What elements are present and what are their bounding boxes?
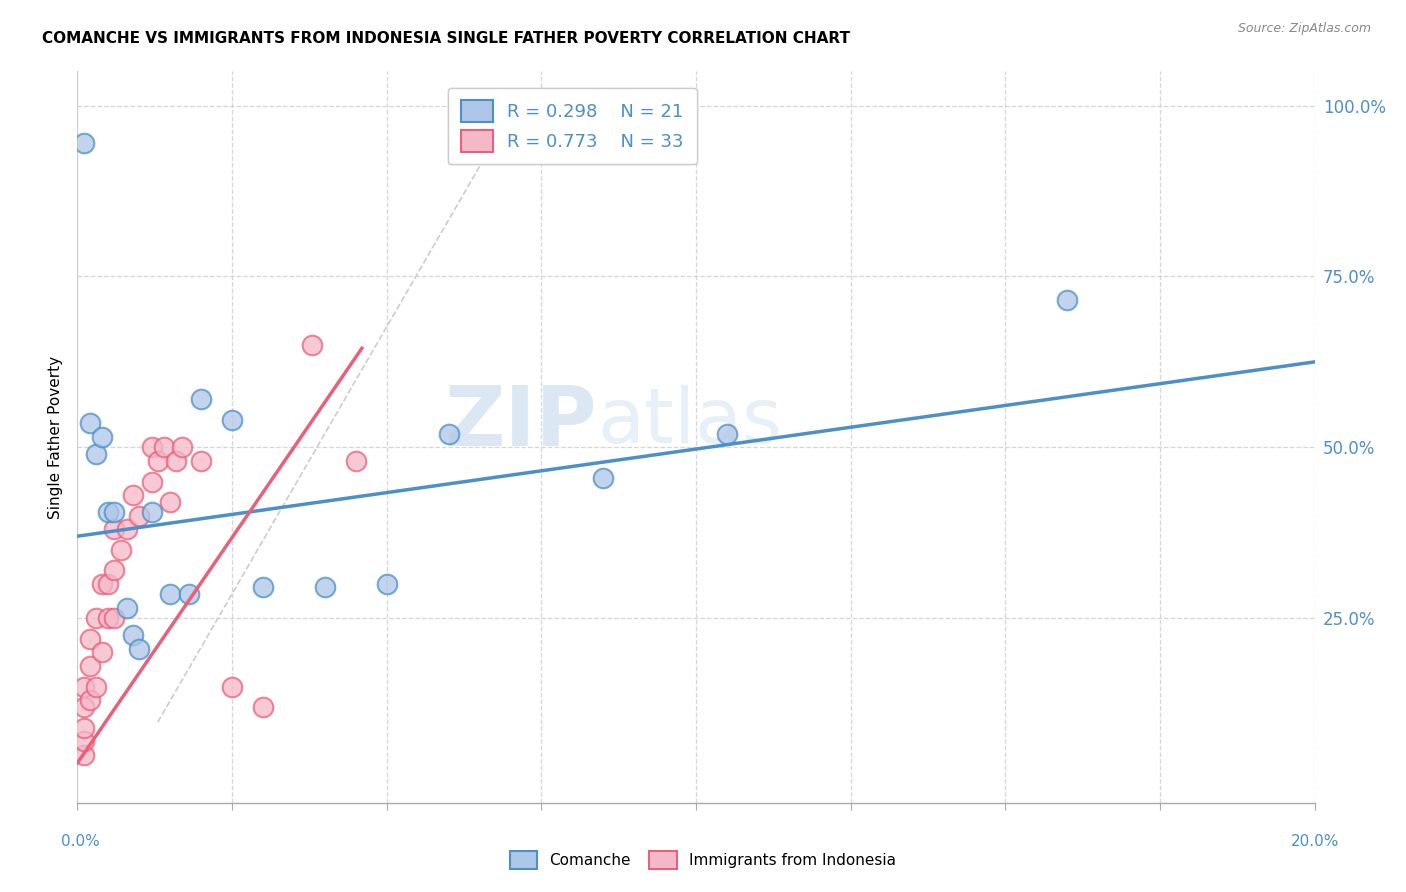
Point [72,136,94,150]
Point [72,747,94,762]
Point [72,680,94,694]
Point [190,454,212,468]
Point [79,659,101,673]
Point [437,426,460,441]
Point [301,338,323,352]
Point [153,440,176,454]
Point [97,577,120,591]
Point [177,587,200,601]
Point [190,392,212,407]
Point [103,522,125,536]
Text: atlas: atlas [598,385,782,459]
Point [103,563,125,577]
Point [72,721,94,735]
Point [128,642,150,657]
Point [716,426,738,441]
Point [344,454,367,468]
Point [84,611,107,625]
Point [97,505,120,519]
Point [84,447,107,461]
Text: Source: ZipAtlas.com: Source: ZipAtlas.com [1237,22,1371,36]
Point [221,680,243,694]
Point [165,454,187,468]
Point [375,577,398,591]
Text: COMANCHE VS IMMIGRANTS FROM INDONESIA SINGLE FATHER POVERTY CORRELATION CHART: COMANCHE VS IMMIGRANTS FROM INDONESIA SI… [42,31,851,46]
Point [72,734,94,748]
Point [314,581,336,595]
Point [159,587,181,601]
Point [159,495,181,509]
Text: ZIP: ZIP [444,382,598,463]
Point [115,522,138,536]
Point [592,471,614,485]
Point [252,700,274,714]
Point [252,581,274,595]
Point [146,454,169,468]
Point [79,693,101,707]
Point [1056,293,1078,308]
Point [79,417,101,431]
Point [141,440,163,454]
Point [221,413,243,427]
Point [115,601,138,615]
Y-axis label: Single Father Poverty: Single Father Poverty [48,356,63,518]
Point [122,628,145,642]
Point [72,700,94,714]
Legend: Comanche, Immigrants from Indonesia: Comanche, Immigrants from Indonesia [503,845,903,875]
Point [97,611,120,625]
Point [91,645,114,659]
Point [84,680,107,694]
Point [172,440,194,454]
Point [141,475,163,489]
Point [103,505,125,519]
Point [91,577,114,591]
Point [103,611,125,625]
Text: 0.0%: 0.0% [60,834,100,849]
Point [141,505,163,519]
Text: 20.0%: 20.0% [1291,834,1339,849]
Point [128,508,150,523]
Point [79,632,101,646]
Point [91,430,114,444]
Legend: R = 0.298    N = 21, R = 0.773    N = 33: R = 0.298 N = 21, R = 0.773 N = 33 [449,87,696,164]
Point [122,488,145,502]
Point [110,542,132,557]
